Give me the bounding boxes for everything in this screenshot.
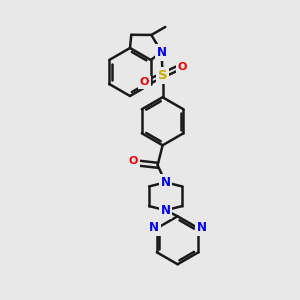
- Text: O: O: [178, 62, 187, 72]
- Text: O: O: [129, 156, 138, 166]
- Text: N: N: [196, 221, 206, 234]
- Text: N: N: [149, 221, 159, 234]
- Text: N: N: [157, 46, 166, 59]
- Text: O: O: [140, 77, 149, 87]
- Text: N: N: [160, 176, 171, 189]
- Text: N: N: [160, 204, 171, 217]
- Text: S: S: [158, 69, 167, 82]
